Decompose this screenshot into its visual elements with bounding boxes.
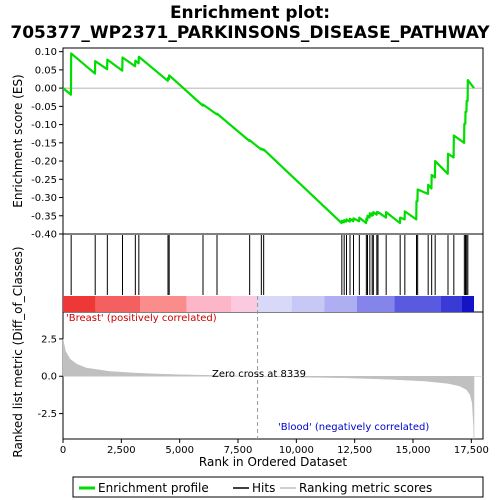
enrichment-profile-line <box>62 52 475 225</box>
es-y-tick-label-7: -0.25 <box>31 175 57 186</box>
x-tick-label-0: 0 <box>60 445 66 456</box>
pos-class-label: 'Breast' (positively correlated) <box>66 313 217 324</box>
es-y-tick-label-3: -0.05 <box>31 102 57 113</box>
es-panel-frame <box>62 47 484 235</box>
es-y-tick-label-5: -0.15 <box>31 138 57 149</box>
x-tick-label-6: 15,000 <box>396 445 431 456</box>
gradient-bar <box>63 296 475 312</box>
gradient-segment-0 <box>63 296 96 312</box>
ranking-metric-area <box>62 338 475 440</box>
rank-y-tick-label-0: 2.5 <box>41 334 57 345</box>
gradient-segment-6 <box>291 296 325 312</box>
gradient-segment-7 <box>324 296 357 312</box>
chart-title: Enrichment plot: 705377_WP2371_PARKINSON… <box>10 3 490 43</box>
x-tick-label-3: 7,500 <box>224 445 253 456</box>
gradient-segment-11 <box>462 296 475 312</box>
gradient-segment-5 <box>257 296 292 312</box>
rank-panel <box>62 296 483 440</box>
legend-ranking-label: Ranking metric scores <box>299 481 432 495</box>
gradient-segment-4 <box>231 296 258 312</box>
zero-cross-label: Zero cross at 8339 <box>212 369 306 380</box>
x-tick-label-2: 5,000 <box>165 445 194 456</box>
x-tick-label-4: 10,000 <box>279 445 314 456</box>
es-y-tick-label-1: 0.05 <box>35 65 57 76</box>
gradient-segment-3 <box>186 296 231 312</box>
hits-panel <box>70 235 469 295</box>
legend-hits-label: Hits <box>252 481 275 495</box>
es-y-tick-label-0: 0.10 <box>35 47 57 58</box>
es-y-axis-title: Enrichment score (ES) <box>11 74 25 207</box>
rank-y-tick-label-1: 0.0 <box>41 372 57 383</box>
es-panel <box>62 52 483 225</box>
es-y-tick-label-6: -0.20 <box>31 157 57 168</box>
x-tick-label-1: 2,500 <box>107 445 136 456</box>
es-y-tick-label-9: -0.35 <box>31 211 57 222</box>
title-line-2: 705377_WP2371_PARKINSONS_DISEASE_PATHWAY <box>10 23 490 43</box>
title-line-1: Enrichment plot: <box>170 3 330 23</box>
x-axis-title: Rank in Ordered Dataset <box>199 455 347 469</box>
gradient-segment-1 <box>95 296 140 312</box>
es-y-tick-label-2: 0.00 <box>35 84 57 95</box>
gradient-segment-10 <box>441 296 462 312</box>
rank-y-axis-title: Ranked list metric (Diff_of_Classes) <box>11 246 25 457</box>
gradient-segment-8 <box>357 296 395 312</box>
legend: Enrichment profile Hits Ranking metric s… <box>72 476 484 498</box>
x-tick-label-7: 17,500 <box>454 445 489 456</box>
rank-y-tick-label-2: -2.5 <box>37 409 57 420</box>
gradient-segment-2 <box>140 296 187 312</box>
axes: 0.100.050.00-0.05-0.10-0.15-0.20-0.25-0.… <box>31 47 489 456</box>
es-y-tick-label-10: -0.40 <box>31 230 57 241</box>
legend-box <box>72 476 484 498</box>
es-y-tick-label-8: -0.30 <box>31 193 57 204</box>
neg-class-label: 'Blood' (negatively correlated) <box>278 422 429 433</box>
gradient-segment-9 <box>394 296 441 312</box>
legend-enrichment-label: Enrichment profile <box>98 481 209 495</box>
x-tick-label-5: 12,500 <box>337 445 372 456</box>
es-y-tick-label-4: -0.10 <box>31 120 57 131</box>
